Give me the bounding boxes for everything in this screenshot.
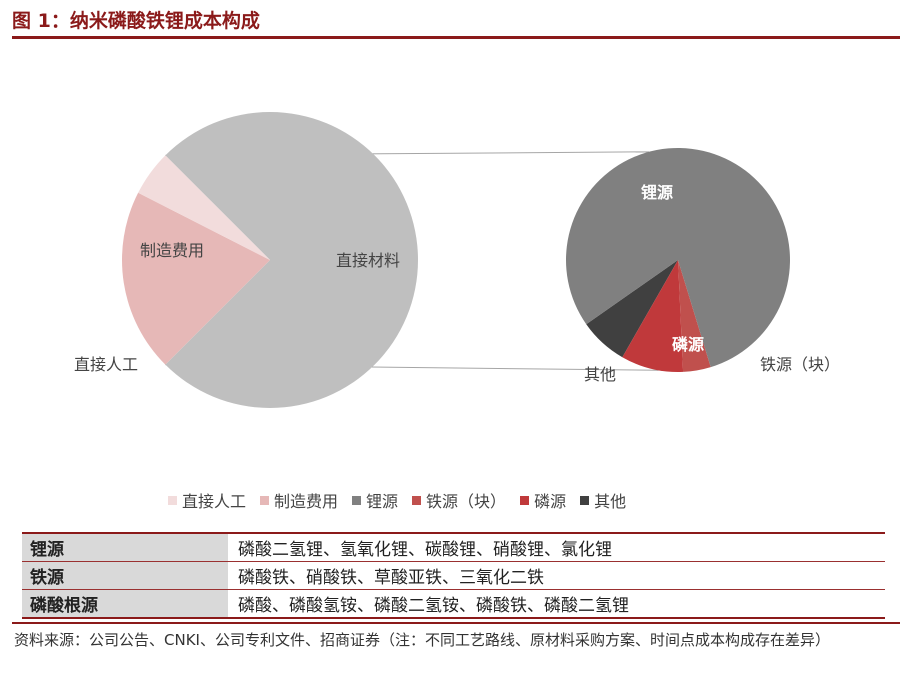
bottom-rule — [12, 622, 900, 624]
legend-item: 直接人工 — [168, 488, 246, 512]
legend-swatch — [580, 495, 590, 505]
pie-slice — [121, 192, 270, 365]
legend-item: 磷源 — [520, 488, 566, 512]
legend-label: 磷源 — [534, 492, 567, 511]
table-items: 磷酸铁、硝酸铁、草酸亚铁、三氧化二铁 — [228, 561, 885, 590]
table-row: 锂源 磷酸二氢锂、氢氧化锂、碳酸锂、硝酸锂、氯化锂 — [22, 532, 885, 562]
title-rule — [12, 36, 900, 39]
raw-material-table: 锂源 磷酸二氢锂、氢氧化锂、碳酸锂、硝酸锂、氯化锂 铁源 磷酸铁、硝酸铁、草酸亚… — [22, 532, 885, 619]
pie-slice-label: 直接材料 — [336, 251, 400, 270]
table-items: 磷酸、磷酸氢铵、磷酸二氢铵、磷酸铁、磷酸二氢锂 — [228, 589, 885, 619]
pie-slice — [566, 148, 790, 368]
legend-item: 锂源 — [352, 488, 398, 512]
pie-slice — [678, 260, 711, 372]
legend-item: 制造费用 — [260, 488, 338, 512]
legend-swatch — [168, 495, 177, 505]
legend-label: 锂源 — [366, 492, 399, 511]
table-category: 锂源 — [22, 532, 228, 562]
legend-swatch — [520, 495, 530, 505]
pie-slice — [165, 111, 418, 408]
table-items: 磷酸二氢锂、氢氧化锂、碳酸锂、硝酸锂、氯化锂 — [228, 532, 885, 562]
legend-label: 直接人工 — [182, 492, 247, 511]
pie-slice-label: 锂源 — [641, 183, 673, 202]
table-row: 铁源 磷酸铁、硝酸铁、草酸亚铁、三氧化二铁 — [22, 561, 885, 590]
legend-item: 其他 — [580, 488, 626, 512]
pie-slice — [586, 260, 678, 358]
main-pie — [121, 111, 418, 408]
sub-pie — [566, 148, 790, 372]
table-category: 磷酸根源 — [22, 589, 228, 619]
legend-swatch — [260, 495, 270, 505]
pie-slice — [622, 260, 684, 372]
pie-slice-label: 制造费用 — [140, 241, 204, 260]
chart-legend: 直接人工 制造费用 锂源 铁源（块） 磷源 其他 — [168, 488, 626, 512]
pie-slice-label: 磷源 — [672, 335, 704, 354]
legend-label: 制造费用 — [274, 492, 339, 511]
table-category: 铁源 — [22, 561, 228, 590]
pie-slice-label: 其他 — [584, 365, 616, 384]
legend-swatch — [412, 495, 422, 505]
legend-label: 铁源（块） — [426, 492, 507, 511]
legend-item: 铁源（块） — [412, 488, 506, 512]
pie-slice-label: 铁源（块） — [760, 355, 840, 374]
source-note: 资料来源：公司公告、CNKI、公司专利文件、招商证券（注：不同工艺路线、原材料采… — [14, 631, 830, 649]
figure-title: 图 1：纳米磷酸铁锂成本构成 — [12, 10, 260, 32]
legend-swatch — [352, 495, 362, 505]
table-row: 磷酸根源 磷酸、磷酸氢铵、磷酸二氢铵、磷酸铁、磷酸二氢锂 — [22, 589, 885, 619]
legend-label: 其他 — [594, 492, 627, 511]
pie-slice-label: 直接人工 — [74, 355, 138, 374]
pie-slice — [138, 155, 270, 260]
